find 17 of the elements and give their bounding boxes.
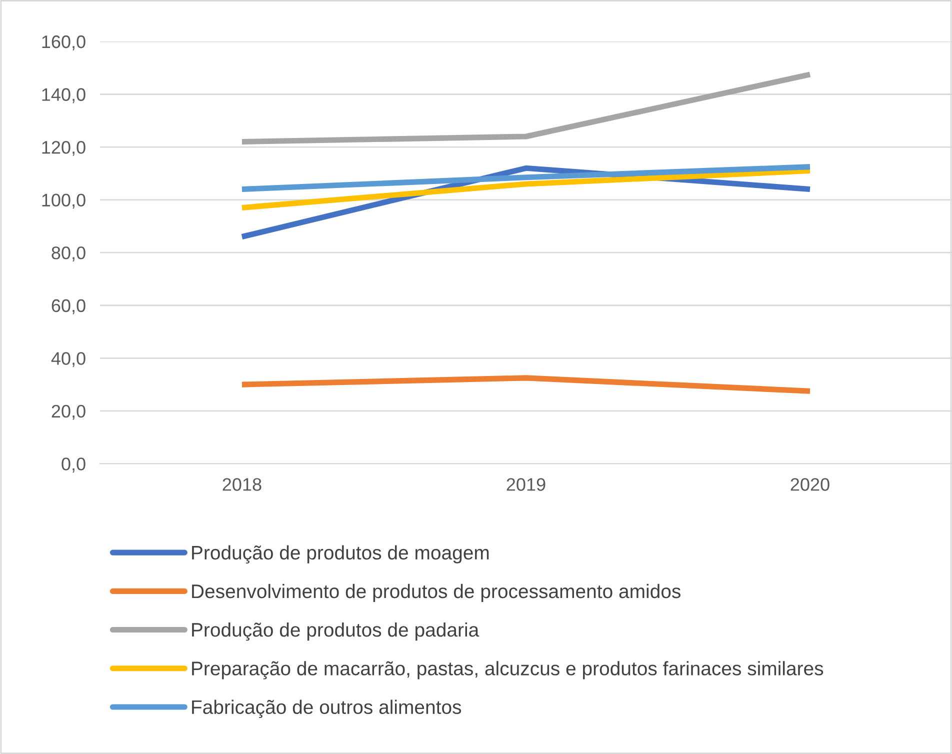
legend-label: Fabricação de outros alimentos <box>192 700 462 718</box>
legend-label: Produção de produtos de padaria <box>192 622 480 641</box>
legend-label: Desenvolvimento de produtos de processamento amidos <box>192 584 680 602</box>
y-tick-label: 60,0 <box>52 299 86 314</box>
legend-label: Preparação de macarrão, pastas, alcuzcus e produtos farinaces similares <box>192 661 824 680</box>
x-tick-label: 2020 <box>790 478 830 491</box>
legend-label: Produção de produtos de moagem <box>192 545 489 564</box>
y-tick-label: 40,0 <box>51 352 86 368</box>
y-tick-label: 160,0 <box>42 35 86 50</box>
y-tick-label: 140,0 <box>42 88 86 104</box>
y-tick-label: 80,0 <box>52 246 86 262</box>
y-tick-label: 20,0 <box>52 404 86 420</box>
x-tick-label: 2018 <box>222 478 262 491</box>
y-tick-label: 120,0 <box>42 140 86 156</box>
y-tick-label: 0,0 <box>62 458 86 473</box>
y-tick-label: 100,0 <box>42 194 86 209</box>
x-tick-label: 2019 <box>506 478 546 491</box>
